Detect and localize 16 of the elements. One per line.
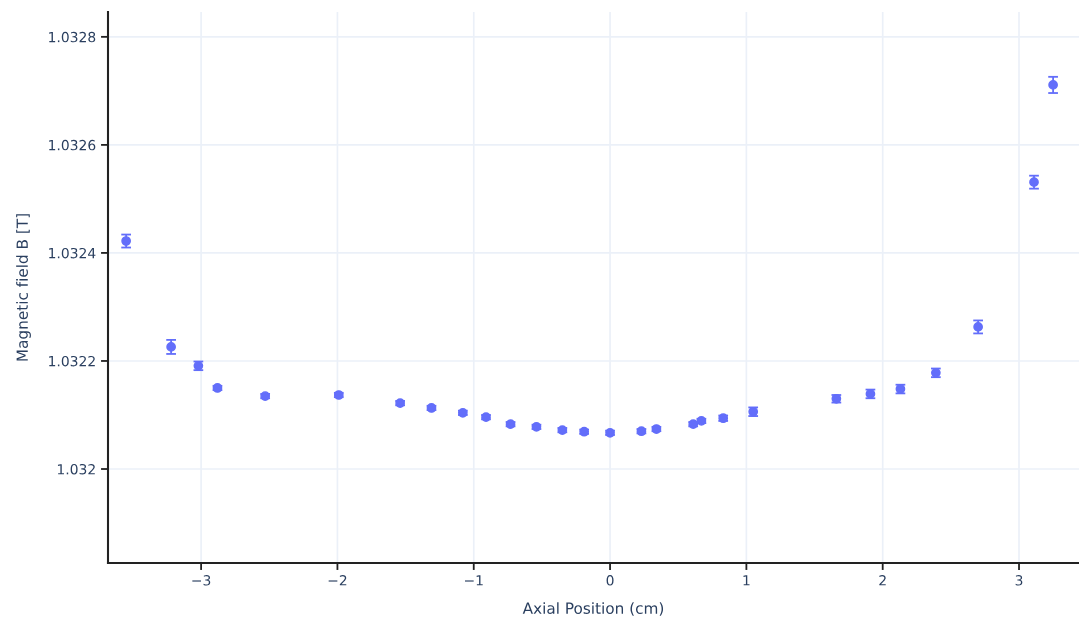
y-tick-label: 1.032 — [57, 463, 95, 475]
x-tick-label: −2 — [328, 575, 347, 586]
y-axis-title: Magnetic field B [T] — [16, 214, 31, 361]
x-tick-label: 0 — [606, 575, 614, 586]
x-tick-label: 1 — [743, 575, 750, 586]
x-tick-label: −1 — [464, 575, 483, 586]
y-tick-label: 1.0324 — [49, 247, 96, 259]
y-tick-label: 1.0326 — [49, 139, 96, 151]
y-tick-label: 1.0322 — [49, 355, 95, 367]
x-tick-label: −3 — [192, 575, 211, 586]
y-tick-label: 1.0328 — [49, 31, 96, 43]
x-axis-title: Axial Position (cm) — [522, 602, 664, 616]
x-tick-label: 3 — [1015, 575, 1023, 586]
point — [1048, 80, 1058, 90]
point — [166, 342, 176, 352]
x-tick-label: 2 — [879, 575, 886, 586]
